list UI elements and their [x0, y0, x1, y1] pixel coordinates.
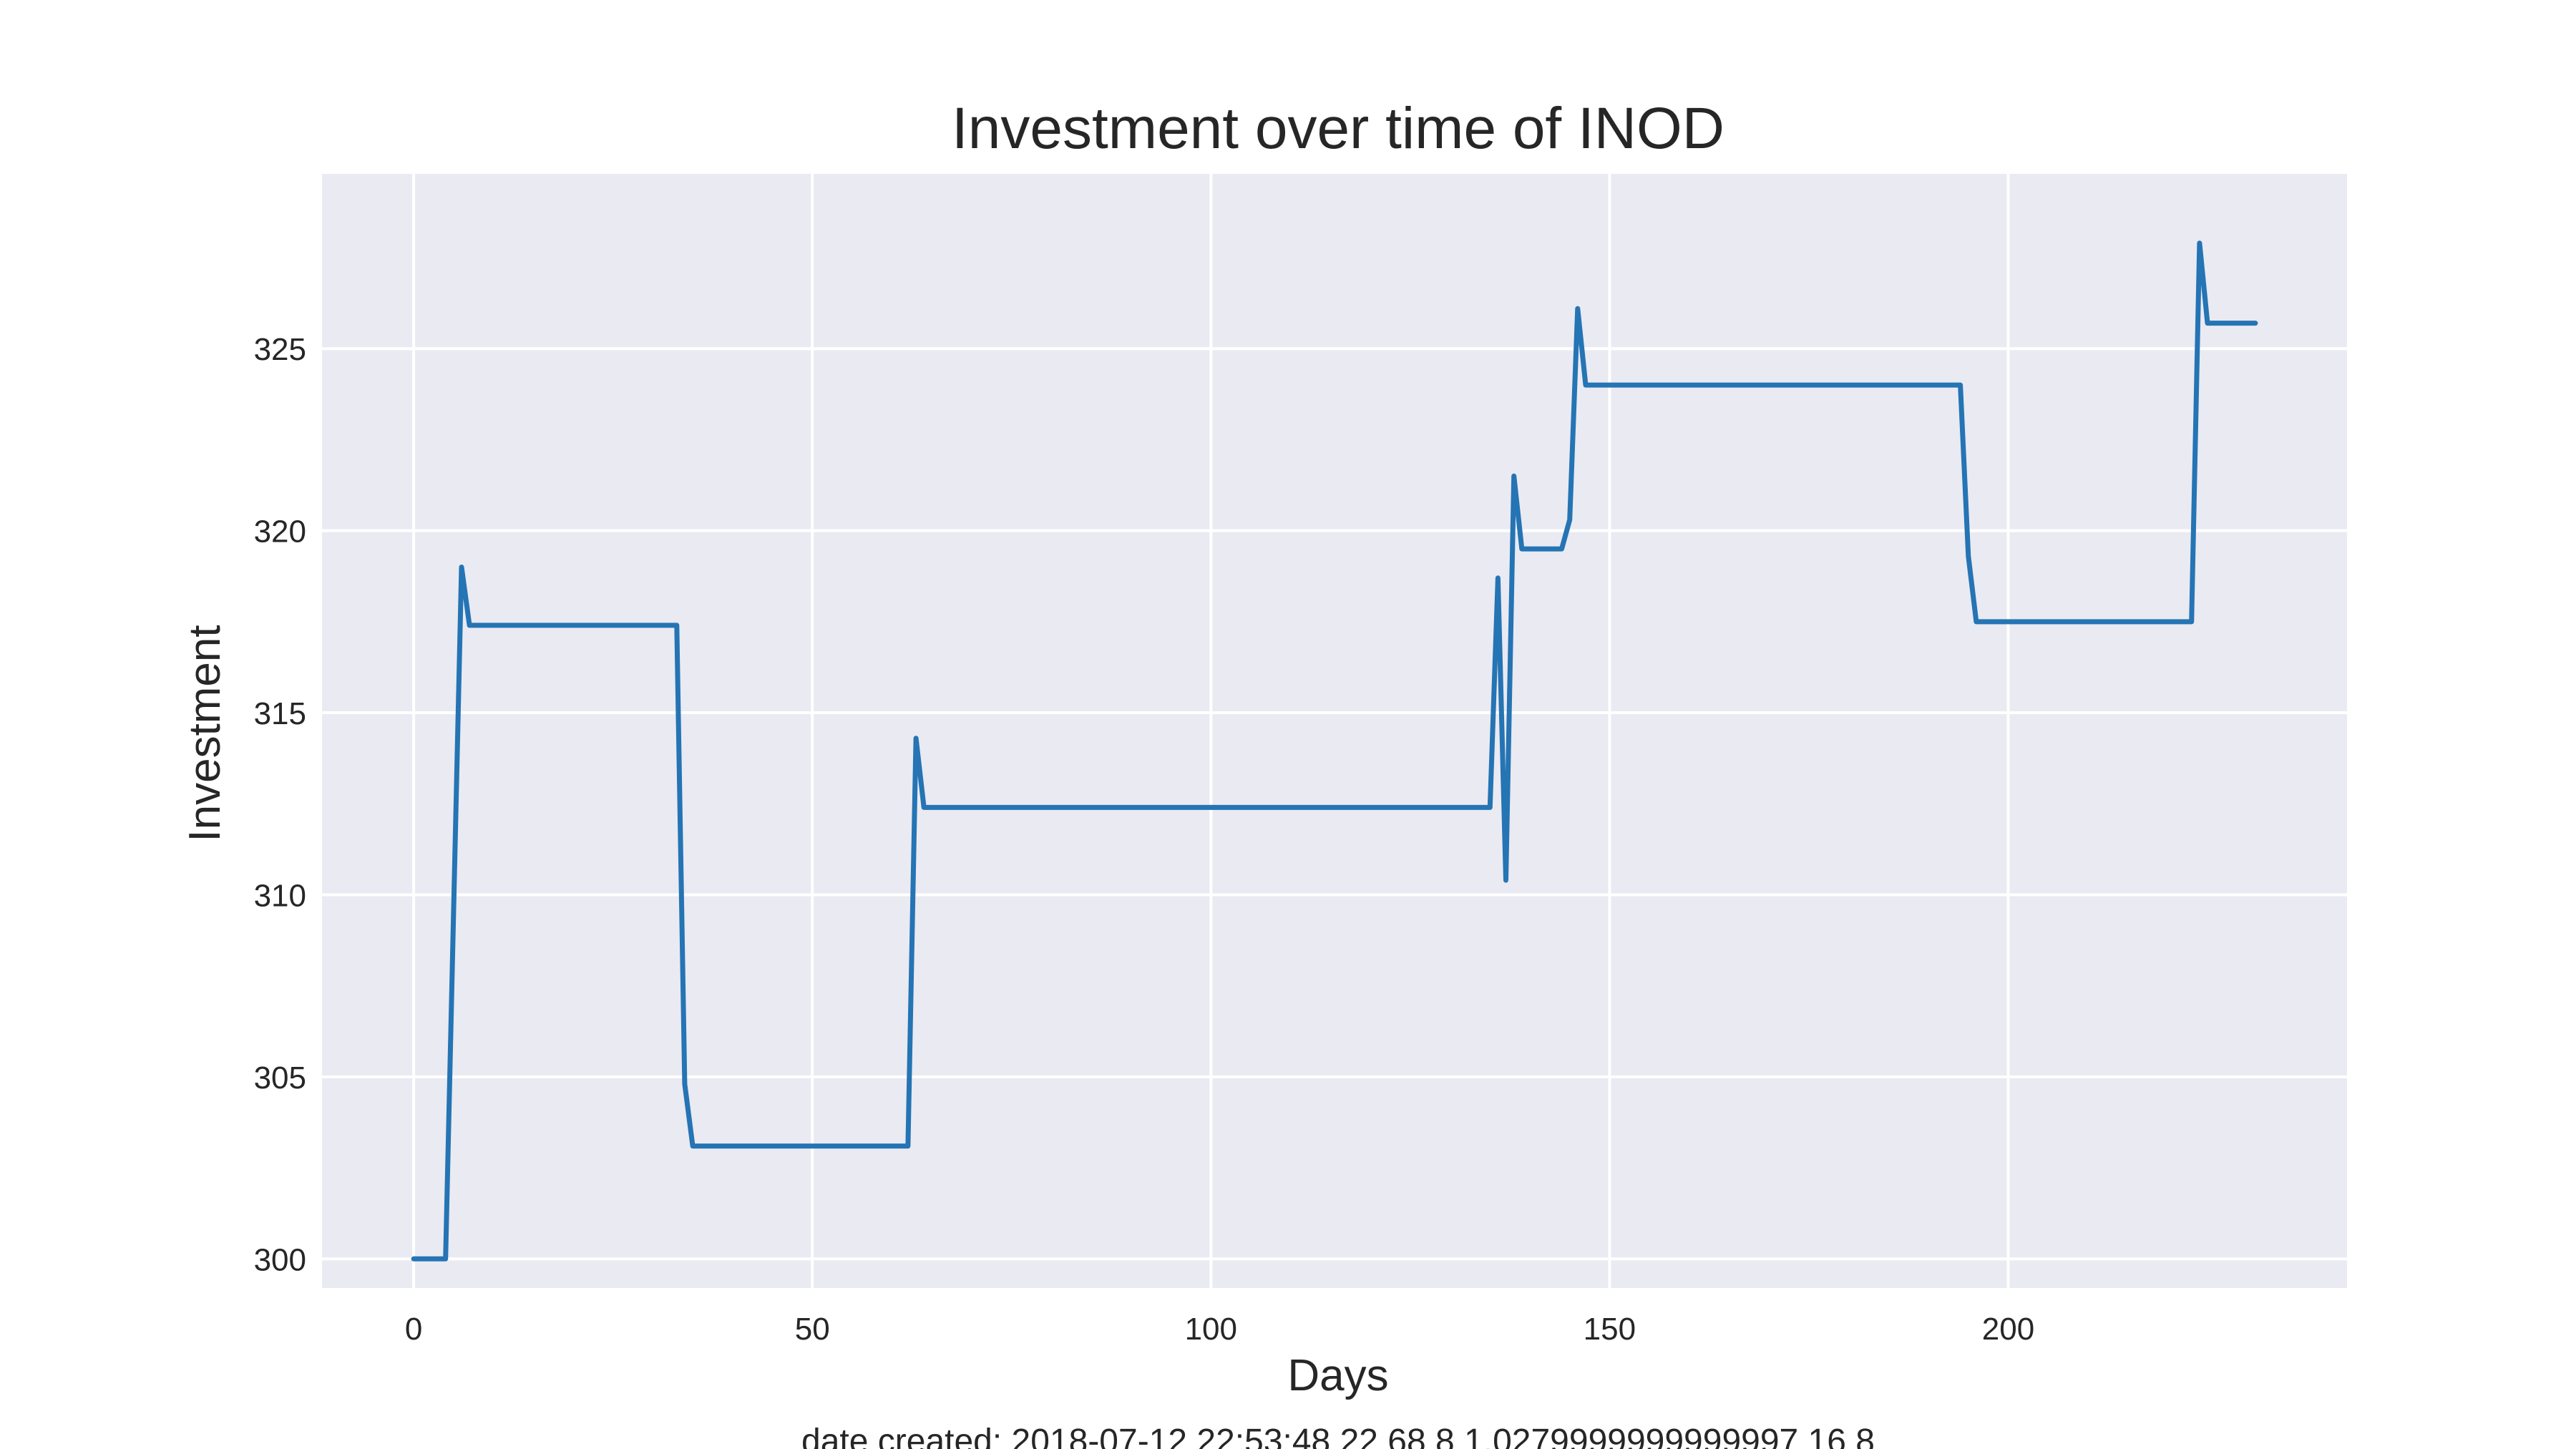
plot-background	[322, 174, 2347, 1288]
x-tick-labels: 0 50 100 150 200	[405, 1312, 2034, 1347]
y-tick-label: 320	[254, 514, 306, 550]
investment-line	[411, 240, 2258, 1262]
date-created-footer: date created: 2018-07-12 22:53:48 22 68 …	[801, 1423, 1875, 1449]
y-tick-label: 300	[254, 1242, 306, 1277]
y-axis-label: Investment	[180, 625, 230, 841]
y-tick-label: 315	[254, 696, 306, 731]
grid-lines	[322, 174, 2347, 1288]
x-tick-label: 150	[1584, 1312, 1636, 1347]
y-tick-label: 310	[254, 878, 306, 913]
x-tick-label: 200	[1982, 1312, 2034, 1347]
x-tick-label: 0	[405, 1312, 422, 1347]
x-tick-label: 50	[795, 1312, 830, 1347]
x-axis-label: Days	[1287, 1351, 1388, 1400]
chart-title: Investment over time of INOD	[952, 96, 1724, 161]
y-tick-labels: 300 305 310 315 320 325	[254, 332, 306, 1277]
x-tick-label: 100	[1185, 1312, 1237, 1347]
y-tick-label: 325	[254, 332, 306, 367]
y-tick-label: 305	[254, 1060, 306, 1096]
